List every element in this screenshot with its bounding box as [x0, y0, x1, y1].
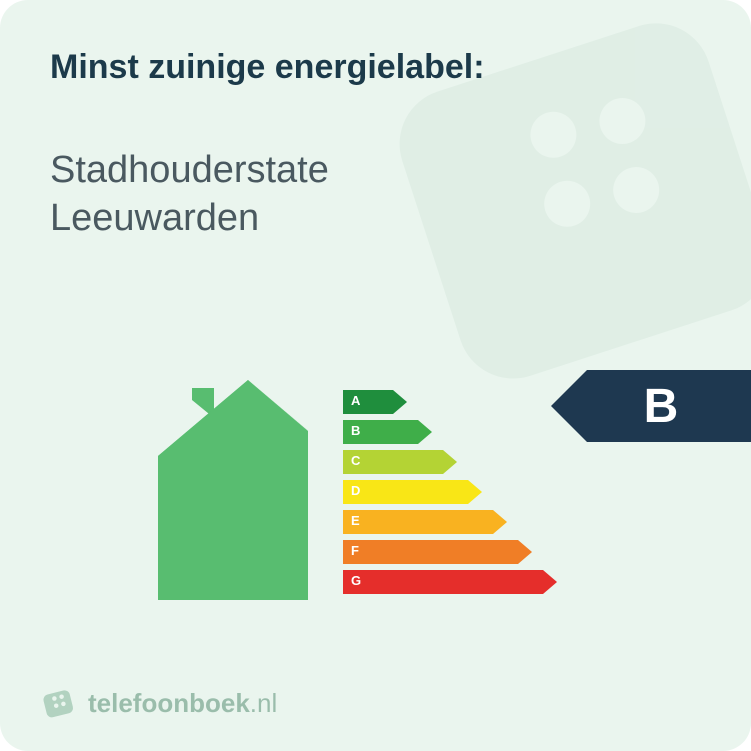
chevron-right-icon	[468, 480, 482, 504]
energy-label-card: Minst zuinige energielabel: Stadhouderst…	[0, 0, 751, 751]
footer-brand-name: telefoonboek	[88, 688, 250, 718]
energy-bar-body	[343, 540, 518, 564]
location-line-1: Stadhouderstate	[50, 147, 701, 195]
energy-bar-label: D	[351, 483, 360, 498]
chevron-right-icon	[493, 510, 507, 534]
energy-bar-label: F	[351, 543, 359, 558]
energy-bar-body	[343, 510, 493, 534]
chevron-right-icon	[393, 390, 407, 414]
rating-badge-body: B	[587, 370, 751, 442]
phone-book-icon	[40, 685, 76, 721]
footer-brand: telefoonboek.nl	[88, 688, 277, 719]
location-line-2: Leeuwarden	[50, 195, 701, 243]
chevron-right-icon	[443, 450, 457, 474]
energy-bar-label: C	[351, 453, 360, 468]
energy-bar-label: G	[351, 573, 361, 588]
footer: telefoonboek.nl	[40, 685, 277, 721]
footer-brand-tld: .nl	[250, 688, 277, 718]
location-block: Stadhouderstate Leeuwarden	[50, 147, 701, 242]
energy-bar-body	[343, 570, 543, 594]
rating-letter: B	[644, 379, 679, 434]
energy-bar-label: B	[351, 423, 360, 438]
rating-badge-notch	[551, 370, 587, 442]
house-icon	[158, 370, 338, 600]
energy-bar-label: A	[351, 393, 360, 408]
chevron-right-icon	[518, 540, 532, 564]
energy-bar-label: E	[351, 513, 360, 528]
card-title: Minst zuinige energielabel:	[50, 48, 701, 87]
chevron-right-icon	[543, 570, 557, 594]
energy-bar-body	[343, 480, 468, 504]
rating-badge: B	[551, 370, 751, 442]
chevron-right-icon	[418, 420, 432, 444]
